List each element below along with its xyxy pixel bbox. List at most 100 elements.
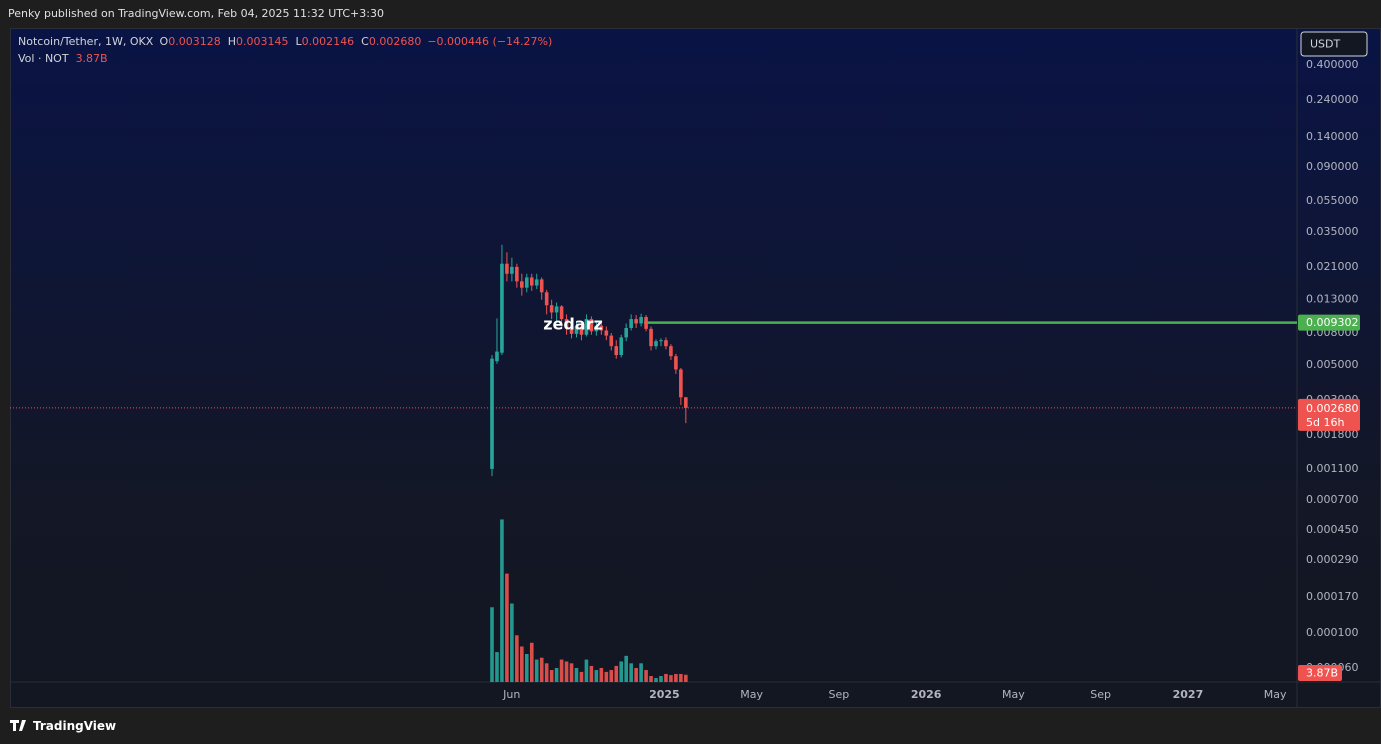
volume-bar <box>614 665 619 682</box>
volume-bar <box>520 646 524 682</box>
currency-label: USDT <box>1310 38 1341 51</box>
y-tick-label: 0.140000 <box>1306 130 1359 143</box>
volume-bar <box>515 635 519 682</box>
volume-bar <box>529 642 534 682</box>
volume-bar <box>624 655 628 682</box>
candle-body <box>549 305 554 313</box>
legend-volume-title: Vol · NOT <box>18 52 69 65</box>
volume-bar <box>674 673 678 682</box>
candle-body <box>609 335 614 347</box>
axis-labels: 0.400000 0.240000 0.140000 0.090000 0.055000… <box>502 58 1360 701</box>
candle-body <box>644 317 648 329</box>
volume-bar <box>634 667 638 682</box>
candle-body <box>594 325 599 332</box>
y-tick-label: 0.090000 <box>1306 160 1359 173</box>
candle-body <box>505 263 509 274</box>
y-tick-label: 0.001800 <box>1306 428 1359 441</box>
watermark: zedarz <box>543 315 603 334</box>
volume-bar <box>574 667 579 682</box>
legend-ohlc-letter: H <box>228 35 236 48</box>
candle-body <box>639 317 643 324</box>
brand: TradingView <box>10 719 116 733</box>
volume-bar <box>544 663 549 682</box>
y-tick-label: 0.005000 <box>1306 358 1359 371</box>
volume-bar <box>594 670 599 682</box>
candle-body <box>629 319 633 329</box>
volume-bar <box>539 657 544 682</box>
volume-bar <box>684 674 688 682</box>
candle-body <box>664 340 668 347</box>
volume-bar <box>559 659 564 682</box>
candle-body <box>524 277 529 288</box>
legend-volume-value: 3.87B <box>76 52 108 65</box>
y-tick-label: 0.240000 <box>1306 93 1359 106</box>
volume-bar <box>664 673 668 682</box>
candle-body <box>624 328 628 338</box>
volume-bar <box>644 670 648 682</box>
y-tick-label: 0.000290 <box>1306 553 1359 566</box>
candle-body <box>554 306 559 313</box>
volume-bar <box>579 671 584 682</box>
volume-bar <box>524 653 529 682</box>
volume-bar <box>490 607 494 682</box>
x-tick-label: May <box>1002 688 1025 701</box>
candle-body <box>619 337 624 356</box>
volume-bar <box>534 659 539 682</box>
y-tick-label: 0.400000 <box>1306 58 1359 71</box>
candle-body <box>539 279 544 293</box>
candle-body <box>669 346 673 357</box>
candle-body <box>510 266 514 274</box>
volume-bar <box>679 673 683 682</box>
candle-body <box>569 328 574 334</box>
volume-bar <box>589 665 594 682</box>
y-tick-label: 0.035000 <box>1306 225 1359 238</box>
candle-body <box>649 328 653 347</box>
candle-body <box>579 326 584 335</box>
y-tick-label: 0.000700 <box>1306 493 1359 506</box>
y-tick-label: 0.000100 <box>1306 626 1359 639</box>
y-tick-label: 0.000450 <box>1306 523 1359 536</box>
y-tick-label: 0.001100 <box>1306 462 1359 475</box>
x-tick-label: Sep <box>829 688 850 701</box>
volume-bar <box>639 663 643 682</box>
legend-ohlc-letter: O <box>160 35 169 48</box>
volume-bar <box>495 652 499 682</box>
x-tick-label: Sep <box>1090 688 1111 701</box>
volume-bar <box>629 663 633 682</box>
x-tick-label: May <box>740 688 763 701</box>
candle-body <box>559 306 564 320</box>
candle-body <box>589 319 594 332</box>
legend-ohlc-value: 0.002146 <box>302 35 355 48</box>
volume-bar <box>604 671 609 682</box>
candle-body <box>500 263 504 353</box>
brand-logo <box>10 720 26 731</box>
candle-body <box>574 326 579 334</box>
candle-body <box>599 325 604 331</box>
candle-body <box>659 340 663 342</box>
brand-name: TradingView <box>33 719 116 733</box>
y-tick-label: 0.000170 <box>1306 590 1359 603</box>
volume-bar <box>669 675 673 682</box>
level-price-label: 0.009302 <box>1306 316 1359 329</box>
volume-bar <box>564 661 569 682</box>
volume-bar <box>654 678 658 682</box>
legend: Notcoin/Tether, 1W, OKX O0.003128 H0.00314… <box>18 35 552 65</box>
countdown-label: 5d 16h <box>1306 416 1344 429</box>
candle-body <box>515 266 519 282</box>
candle-body <box>490 358 494 469</box>
publish-note: Penky published on TradingView.com, Feb … <box>8 7 384 20</box>
candle-body <box>495 351 499 362</box>
volume-box <box>1298 665 1342 681</box>
candle-body <box>534 279 539 286</box>
volume-bar <box>505 573 509 682</box>
volume-bar <box>569 663 574 682</box>
volume-bar <box>609 670 614 682</box>
candle-body <box>674 356 678 370</box>
volume-bar <box>584 659 589 682</box>
currency-button[interactable] <box>1300 31 1368 57</box>
x-tick-label: Jun <box>502 688 520 701</box>
legend-ohlc-letter: L <box>296 35 303 48</box>
volume-bar <box>649 676 653 682</box>
candle-body <box>544 292 549 306</box>
